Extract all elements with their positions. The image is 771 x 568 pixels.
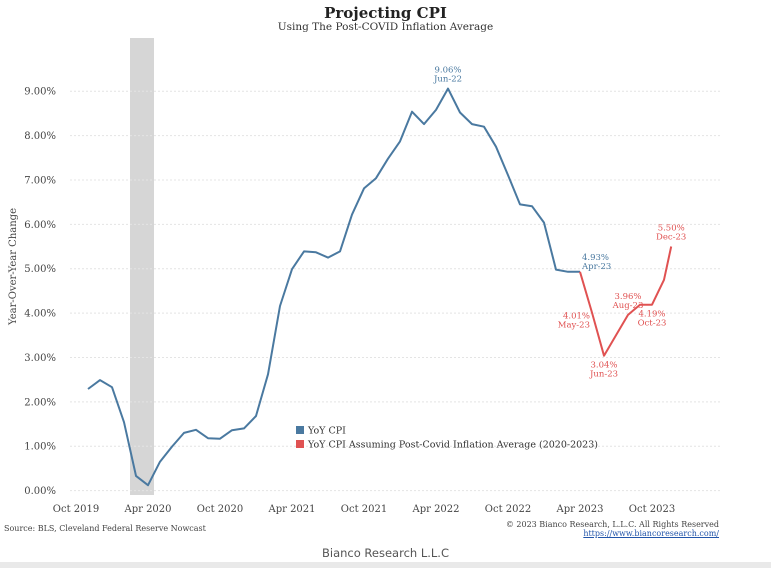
legend-label: YoY CPI [307, 426, 346, 437]
y-axis-label: Year-Over-Year Change [8, 208, 19, 326]
y-tick-label: 7.00% [24, 175, 56, 186]
legend-label: YoY CPI Assuming Post-Covid Inflation Av… [307, 440, 598, 451]
data-label-value: 3.04% [590, 361, 617, 371]
data-label-value: 5.50% [658, 224, 685, 234]
bottom-divider [0, 562, 771, 568]
y-tick-label: 6.00% [24, 220, 56, 231]
data-label-value: 9.06% [434, 66, 461, 76]
x-tick-label: Oct 2021 [341, 504, 387, 515]
x-tick-label: Oct 2023 [629, 504, 675, 515]
data-label-value: 4.93% [582, 253, 609, 263]
data-label-date: Oct-23 [638, 319, 667, 329]
chart-title: Projecting CPI [324, 4, 447, 22]
chart-subtitle: Using The Post-COVID Inflation Average [277, 21, 494, 33]
y-tick-label: 2.00% [24, 397, 56, 408]
data-label-date: Aug-23 [612, 301, 644, 311]
series-line-yoy-cpi [87, 87, 580, 487]
legend-swatch [296, 440, 304, 448]
x-tick-label: Apr 2022 [411, 504, 459, 515]
footer-brand: Bianco Research L.L.C [322, 546, 449, 560]
y-tick-label: 8.00% [24, 131, 56, 142]
series-line-projected-cpi [579, 246, 673, 357]
copyright-note: © 2023 Bianco Research, L.L.C. All Right… [505, 520, 719, 529]
y-tick-label: 9.00% [24, 87, 56, 98]
y-tick-label: 5.00% [24, 264, 56, 275]
data-label-date: Apr-23 [581, 262, 611, 272]
x-tick-label: Oct 2022 [485, 504, 531, 515]
data-label-date: Jun-23 [589, 370, 618, 380]
x-tick-label: Oct 2019 [53, 504, 99, 515]
x-tick-label: Oct 2020 [197, 504, 243, 515]
data-label-value: 4.19% [638, 310, 665, 320]
y-tick-label: 0.00% [24, 486, 56, 497]
legend-swatch [296, 426, 304, 434]
x-tick-label: Apr 2023 [555, 504, 603, 515]
x-tick-label: Apr 2021 [267, 504, 315, 515]
data-label-date: Dec-23 [656, 233, 686, 243]
source-note: Source: BLS, Cleveland Federal Reserve N… [4, 524, 206, 533]
y-tick-label: 3.00% [24, 353, 56, 364]
data-label-value: 4.01% [563, 312, 590, 322]
recession-shade [130, 38, 154, 495]
x-tick-label: Apr 2020 [123, 504, 171, 515]
y-tick-label: 1.00% [24, 442, 56, 453]
data-label-date: May-23 [558, 321, 590, 331]
data-label-value: 3.96% [614, 292, 641, 302]
data-label-date: Jun-22 [433, 75, 462, 85]
website-link[interactable]: https://www.biancoresearch.com/ [583, 529, 719, 538]
y-tick-label: 4.00% [24, 309, 56, 320]
